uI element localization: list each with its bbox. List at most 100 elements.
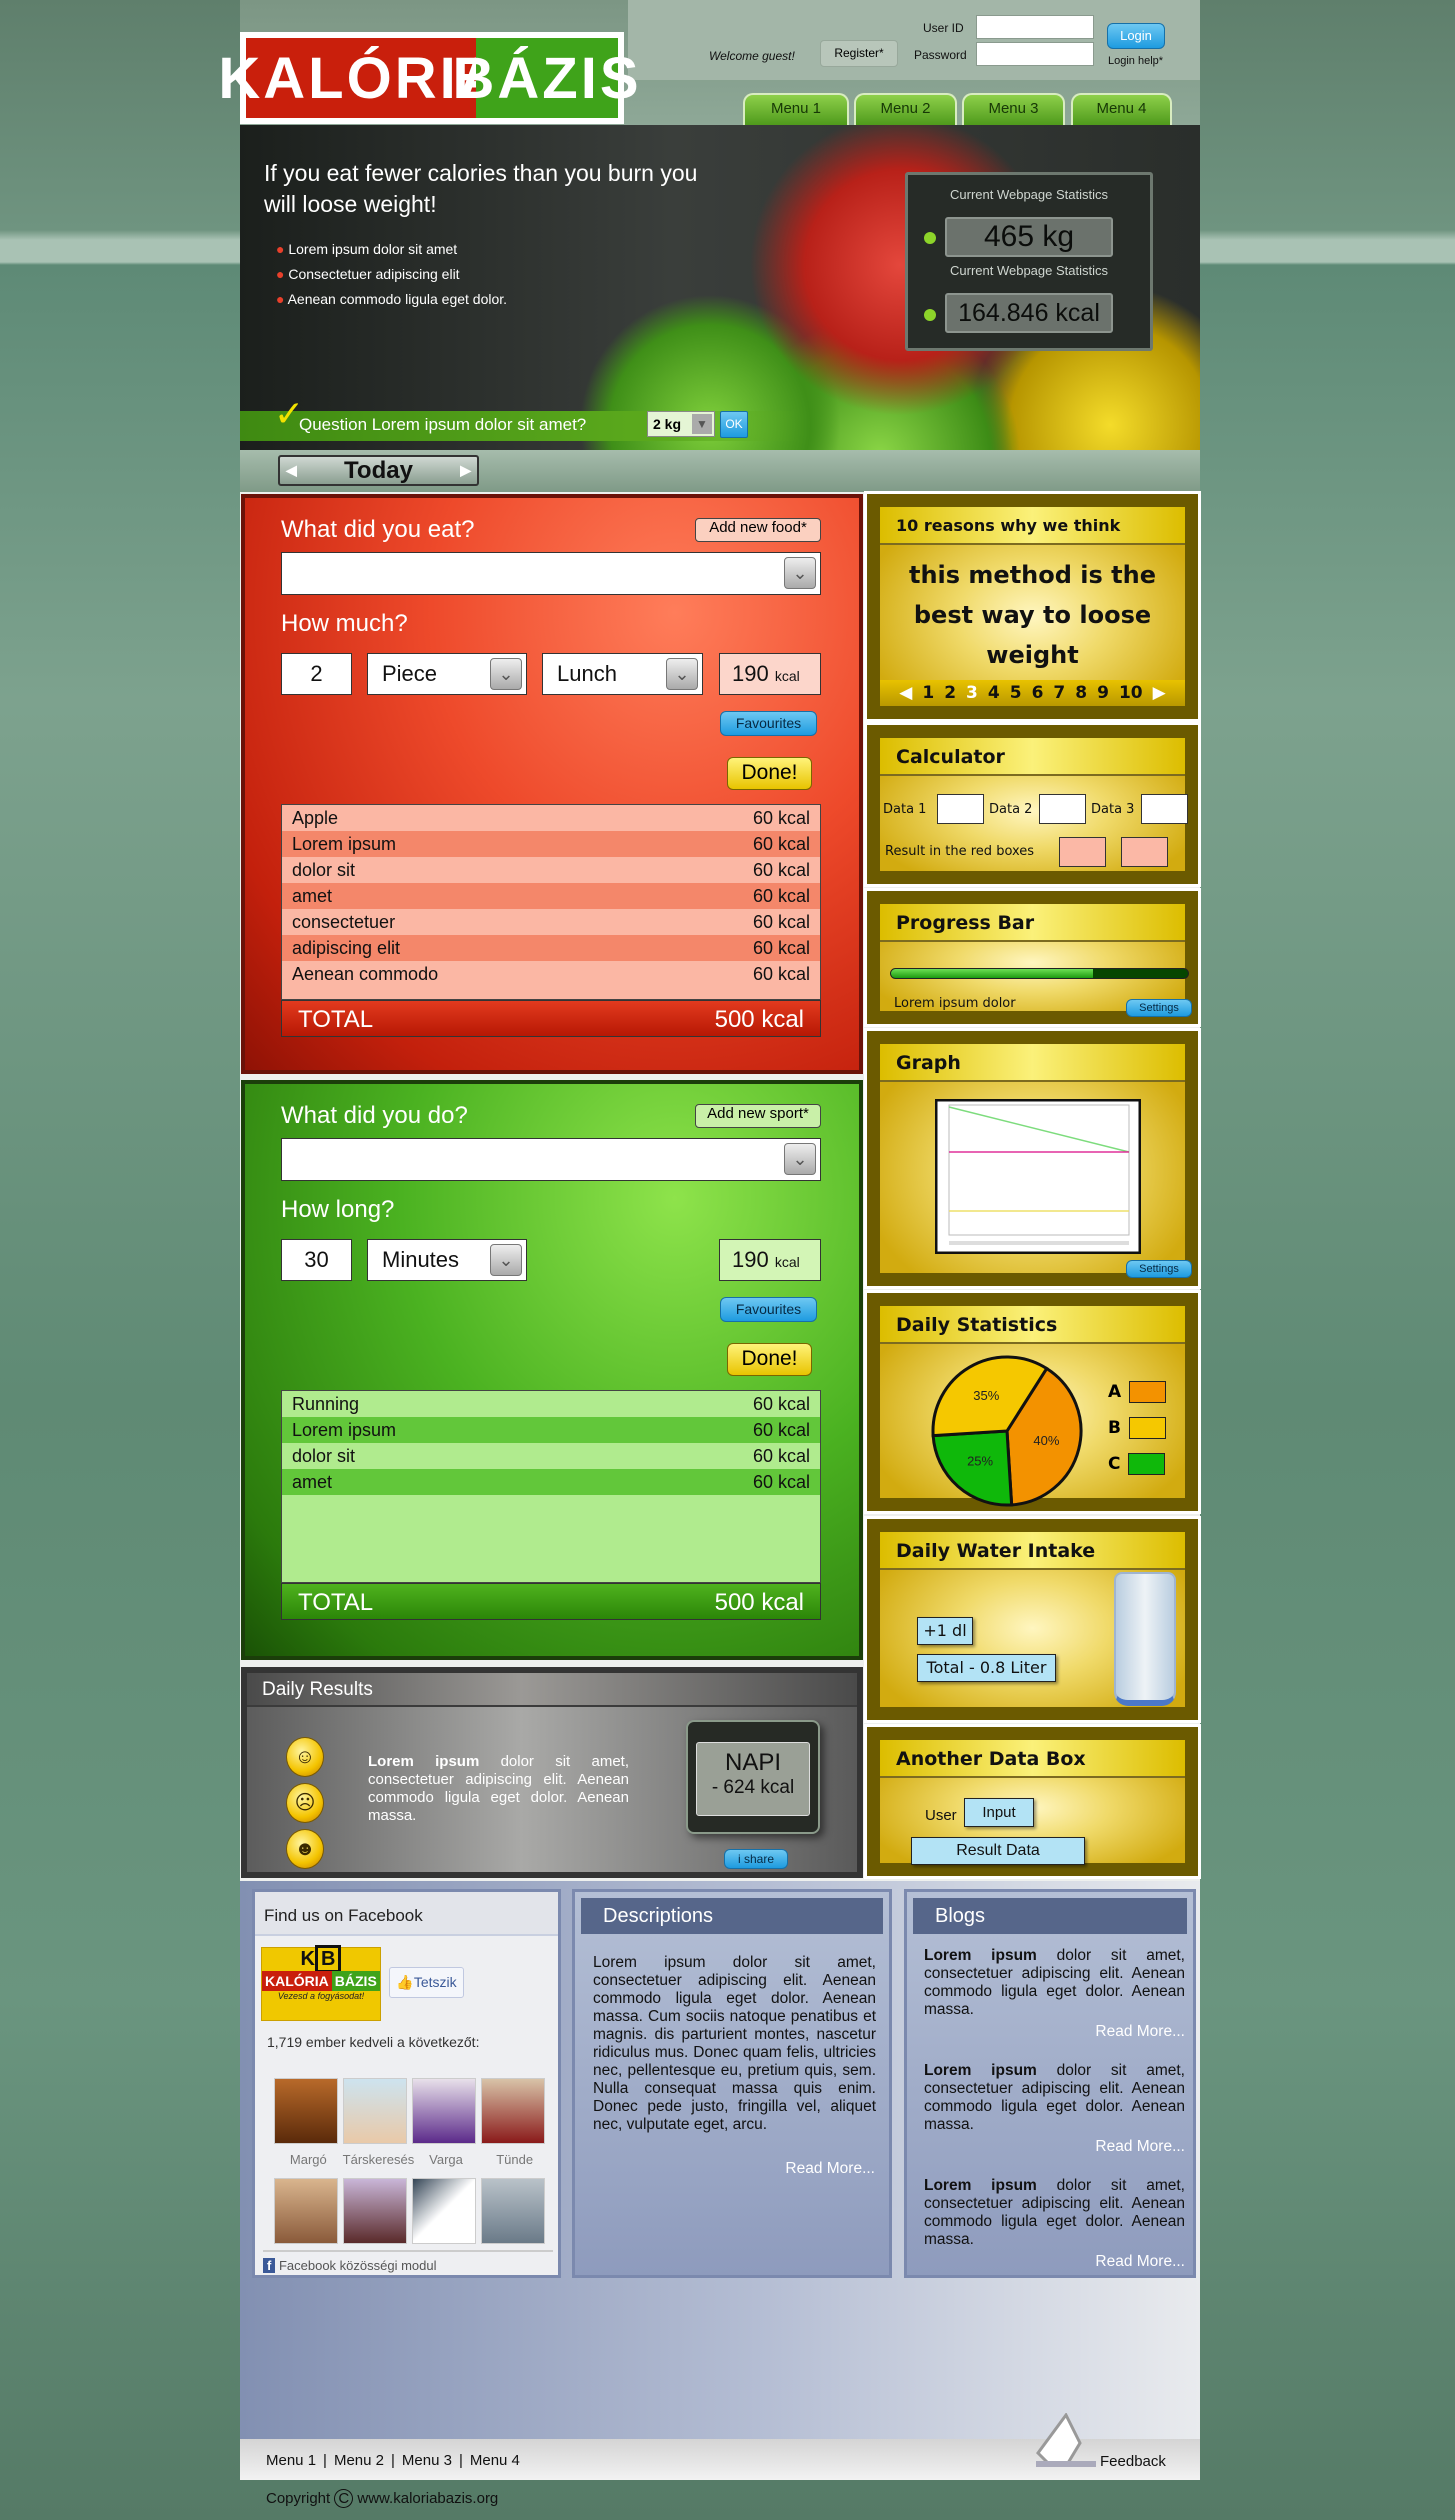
pager-page[interactable]: 9 <box>1097 683 1109 703</box>
progress-settings-button[interactable]: Settings <box>1126 999 1192 1017</box>
fan-avatar[interactable] <box>481 2078 545 2144</box>
list-item[interactable]: Running 60 kcal <box>282 1391 820 1417</box>
footer-link-menu-3[interactable]: Menu 3 <box>401 2452 452 2469</box>
favourites-button[interactable]: Favourites <box>720 1297 817 1322</box>
item-name: amet <box>292 1472 333 1492</box>
fan-avatar[interactable] <box>343 2078 407 2144</box>
pager-page[interactable]: 7 <box>1053 683 1066 703</box>
copyright-icon: C <box>334 2489 354 2508</box>
pager-page[interactable]: 4 <box>987 683 1000 703</box>
unit-select[interactable]: Piece ⌄ <box>367 653 527 695</box>
login-button[interactable]: Login <box>1107 23 1165 49</box>
nav-tab-menu-4[interactable]: Menu 4 <box>1071 93 1172 125</box>
site-link[interactable]: www.kaloriabazis.org <box>357 2490 499 2507</box>
sad-smiley-icon[interactable]: ☹ <box>286 1783 324 1823</box>
item-name: Running <box>292 1394 360 1414</box>
next-day-arrow-icon[interactable]: ▶ <box>460 462 471 478</box>
water-intake-title: Daily Water Intake <box>880 1532 1185 1570</box>
data-3-input[interactable] <box>1141 794 1188 824</box>
list-item[interactable]: consectetuer 60 kcal <box>282 909 820 935</box>
pager-page[interactable]: 10 <box>1118 683 1143 703</box>
list-item[interactable]: Lorem ipsum 60 kcal <box>282 1417 820 1443</box>
list-item[interactable]: Apple 60 kcal <box>282 805 820 831</box>
add-new-sport-button[interactable]: Add new sport* <box>695 1104 821 1128</box>
favourites-button[interactable]: Favourites <box>720 711 817 736</box>
happy-smiley-icon[interactable]: ☺ <box>286 1737 324 1777</box>
footer-link-menu-2[interactable]: Menu 2 <box>333 2452 384 2469</box>
duration-unit-select[interactable]: Minutes ⌄ <box>367 1239 527 1281</box>
logo[interactable]: KALÓRIA BÁZIS <box>218 32 639 124</box>
data-1-input[interactable] <box>937 794 984 824</box>
another-data-title: Another Data Box <box>880 1740 1185 1778</box>
user-input[interactable]: Input <box>964 1798 1034 1827</box>
share-button[interactable]: i share <box>724 1849 788 1869</box>
list-item[interactable]: dolor sit 60 kcal <box>282 857 820 883</box>
fan-avatar[interactable] <box>343 2178 407 2244</box>
pager-page[interactable]: 1 <box>922 683 935 703</box>
pager-page[interactable]: 2 <box>944 683 957 703</box>
read-more-link[interactable]: Read More... <box>1095 2138 1185 2155</box>
list-item[interactable]: adipiscing elit 60 kcal <box>282 935 820 961</box>
logo-text-green: BÁZIS <box>453 38 639 118</box>
fan-avatar[interactable] <box>412 2178 476 2244</box>
data-2-input[interactable] <box>1039 794 1086 824</box>
pager-page[interactable]: 5 <box>1009 683 1022 703</box>
list-item[interactable]: Aenean commodo 60 kcal <box>282 961 820 987</box>
read-more-link[interactable]: Read More... <box>1095 2253 1185 2270</box>
nav-tab-menu-2[interactable]: Menu 2 <box>854 93 957 125</box>
daily-statistics-title: Daily Statistics <box>880 1306 1185 1344</box>
pager-next-icon[interactable]: ▶ <box>1152 683 1166 703</box>
pager-page[interactable]: 8 <box>1075 683 1088 703</box>
register-button[interactable]: Register* <box>820 40 898 67</box>
fan-avatar[interactable] <box>412 2078 476 2144</box>
water-glass-icon <box>1114 1572 1176 1706</box>
add-new-food-button[interactable]: Add new food* <box>695 518 821 542</box>
bullet-item: ● Aenean commodo ligula eget dolor. <box>276 291 508 307</box>
list-item[interactable]: Lorem ipsum 60 kcal <box>282 831 820 857</box>
feedback-paper-plane-icon[interactable] <box>1036 2413 1096 2473</box>
nav-tab-menu-1[interactable]: Menu 1 <box>743 93 849 125</box>
password-label: Password <box>914 48 967 62</box>
pager-page[interactable]: 6 <box>1031 683 1044 703</box>
chevron-down-icon: ⌄ <box>784 1143 816 1175</box>
pager-prev-icon[interactable]: ◀ <box>899 683 913 703</box>
weight-select[interactable]: 2 kg ▼ <box>647 411 715 437</box>
list-item[interactable]: amet 60 kcal <box>282 1469 820 1495</box>
item-name: dolor sit <box>292 1446 356 1466</box>
item-kcal: 60 kcal <box>752 912 810 932</box>
add-water-button[interactable]: +1 dl <box>917 1617 973 1645</box>
user-id-input[interactable] <box>976 15 1094 39</box>
footer-link-menu-1[interactable]: Menu 1 <box>266 2452 317 2469</box>
fan-avatar[interactable] <box>481 2178 545 2244</box>
food-select[interactable]: ⌄ <box>281 552 821 595</box>
item-name: dolor sit <box>292 860 356 880</box>
kcal-display: 190 kcal <box>719 1239 821 1281</box>
footer-bar: Menu 1 | Menu 2 | Menu 3 | Menu 4 Feedback <box>240 2413 1200 2480</box>
legend-item: C <box>1108 1453 1166 1475</box>
like-button[interactable]: 👍Tetszik <box>389 1967 464 1998</box>
login-help-link[interactable]: Login help* <box>1108 55 1164 67</box>
fan-avatar[interactable] <box>274 2178 338 2244</box>
read-more-link[interactable]: Read More... <box>785 2160 875 2177</box>
feedback-link[interactable]: Feedback <box>1100 2453 1166 2470</box>
pie-label: 35% <box>973 1388 999 1403</box>
list-item[interactable]: dolor sit 60 kcal <box>282 1443 820 1469</box>
read-more-link[interactable]: Read More... <box>1095 2023 1185 2040</box>
graph-settings-button[interactable]: Settings <box>1126 1260 1192 1278</box>
footer-link-menu-4[interactable]: Menu 4 <box>469 2452 520 2469</box>
sport-select[interactable]: ⌄ <box>281 1138 821 1181</box>
meal-select[interactable]: Lunch ⌄ <box>542 653 703 695</box>
quantity-input[interactable]: 2 <box>281 653 352 695</box>
done-button[interactable]: Done! <box>727 1343 812 1376</box>
done-button[interactable]: Done! <box>727 757 812 790</box>
fan-avatar[interactable] <box>274 2078 338 2144</box>
prev-day-arrow-icon[interactable]: ◀ <box>286 462 297 478</box>
ok-button[interactable]: OK <box>720 411 748 438</box>
laughing-smiley-icon[interactable]: ☻ <box>286 1829 324 1869</box>
pager-page[interactable]: 3 <box>966 683 978 703</box>
list-item[interactable]: amet 60 kcal <box>282 883 820 909</box>
nav-tab-menu-3[interactable]: Menu 3 <box>962 93 1065 125</box>
duration-input[interactable]: 30 <box>281 1239 352 1281</box>
password-input[interactable] <box>976 42 1094 66</box>
